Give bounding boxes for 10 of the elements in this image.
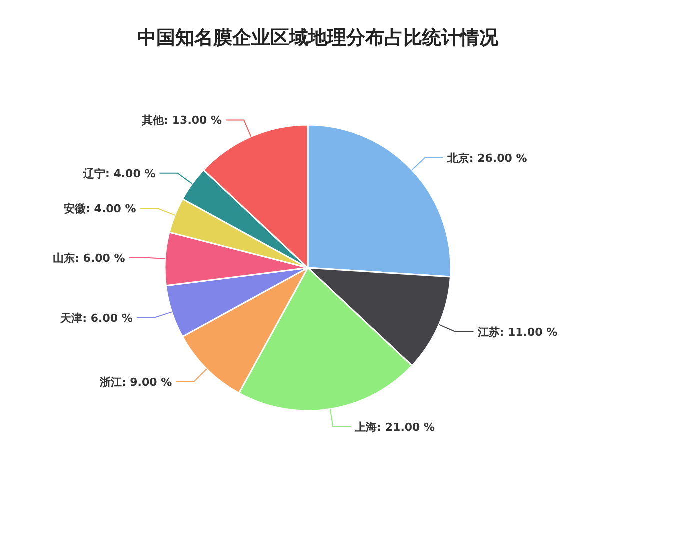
slice-label: 北京: 26.00 % <box>446 152 528 165</box>
slice-label: 山东: 6.00 % <box>53 252 126 265</box>
slice-label: 安徽: 4.00 % <box>64 202 136 216</box>
slice-label: 其他: 13.00 % <box>141 114 222 128</box>
slice-label: 辽宁: 4.00 % <box>82 167 156 180</box>
slice-label: 江苏: 11.00 % <box>476 326 558 339</box>
slice-label: 上海: 21.00 % <box>354 421 436 434</box>
chart-title: 中国知名膜企业区域地理分布占比统计情况 <box>138 27 500 49</box>
slice-label: 浙江: 9.00 % <box>98 376 172 389</box>
slice-label: 天津: 6.00 % <box>60 312 133 325</box>
